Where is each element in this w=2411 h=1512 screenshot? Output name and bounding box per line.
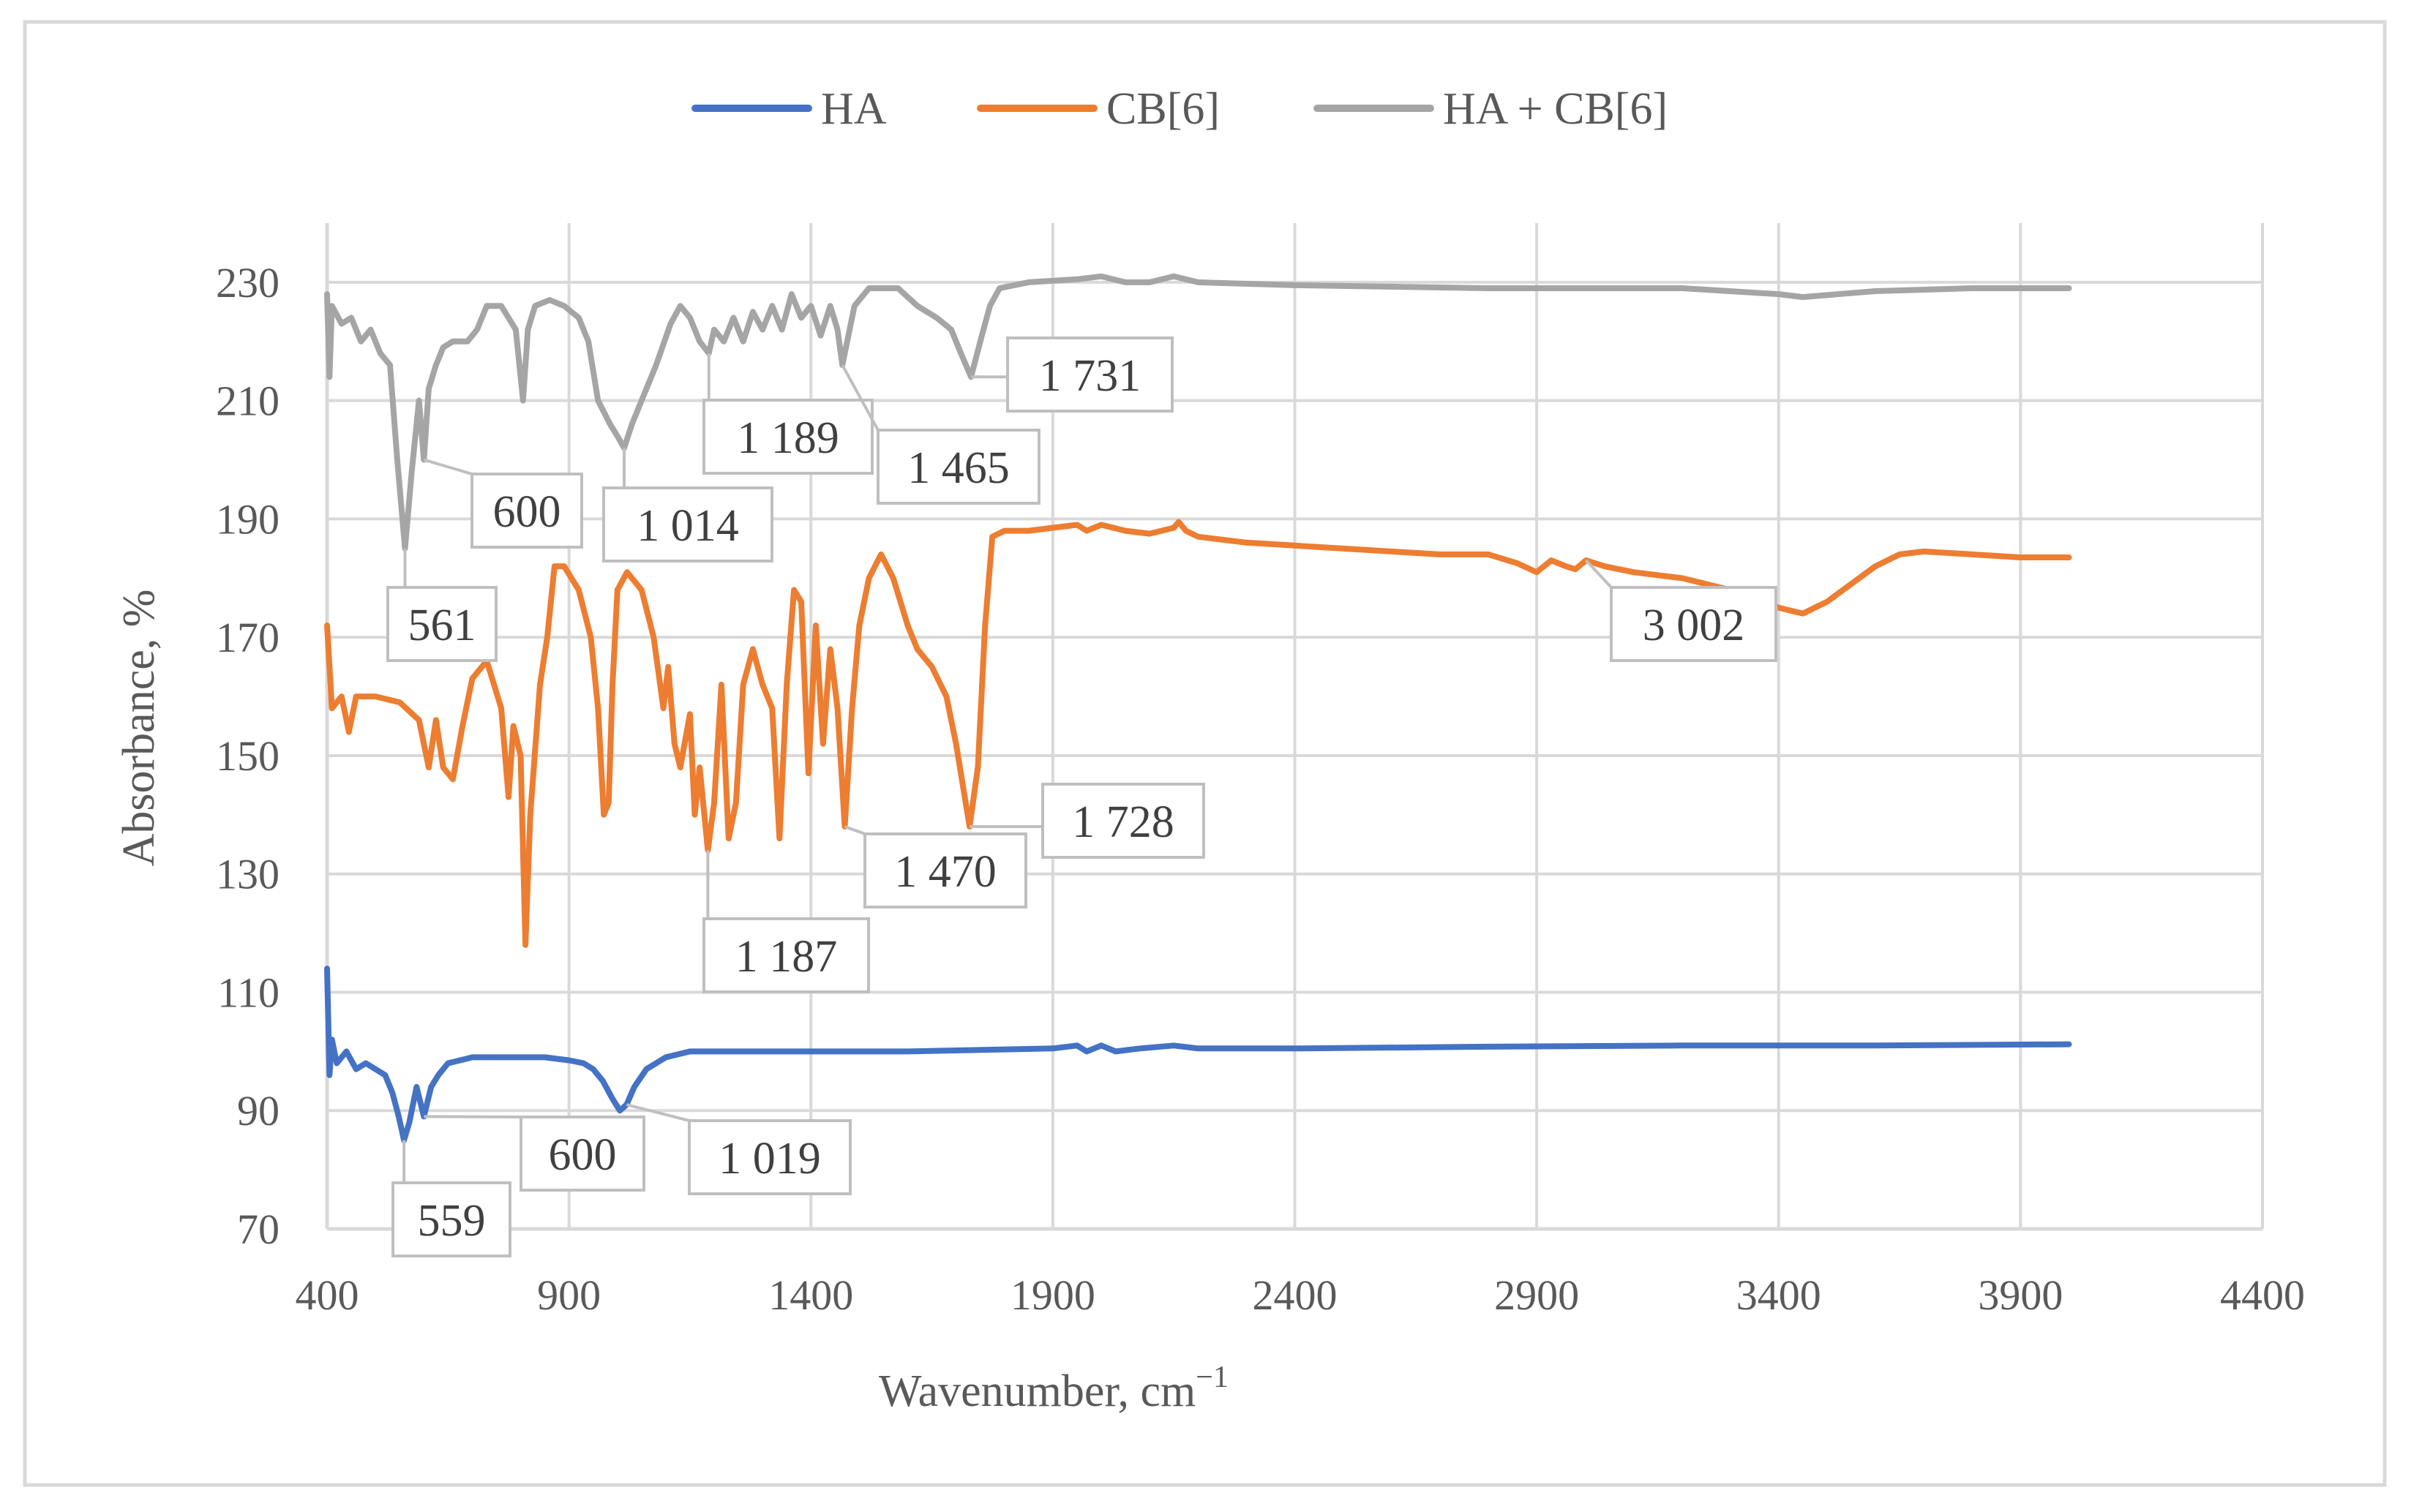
annotation-box-6: [702, 917, 870, 993]
series-line-2: [324, 273, 2072, 552]
annotation-leader-7: [844, 825, 866, 835]
series-line-1: [324, 519, 2072, 948]
chart-border: [23, 20, 2387, 1487]
series-line-0: [324, 966, 2072, 1143]
annotation-leader-9: [1585, 559, 1613, 589]
x-tick-label-2: 1400: [768, 1271, 853, 1319]
annotation-label-5: 1 731: [1039, 351, 1141, 401]
x-axis-title-text: Wavenumber, cm: [879, 1366, 1196, 1416]
legend-label-0: HA: [821, 84, 887, 134]
annotation-leader-1: [423, 458, 473, 475]
annotation-label-8: 1 728: [1072, 797, 1174, 847]
annotation-label-0: 561: [408, 601, 476, 650]
annotation-label-1: 600: [493, 487, 561, 537]
x-tick-label-7: 3900: [1978, 1271, 2063, 1319]
annotation-leader-11: [424, 1115, 522, 1118]
legend-label-1: CB[6]: [1106, 84, 1220, 134]
x-tick-label-6: 3400: [1736, 1271, 1821, 1319]
y-tick-label-4: 150: [216, 732, 280, 780]
y-tick-label-5: 170: [216, 614, 280, 661]
annotation-label-10: 559: [418, 1196, 486, 1246]
annotations: 561 600 1 014 1 189 1 465 1 731 1 187 1 470 1 72…: [386, 336, 1777, 1257]
y-axis-title: Absorbance, %: [114, 590, 164, 867]
annotation-box-0: [386, 586, 498, 662]
annotation-label-4: 1 465: [907, 443, 1010, 493]
annotation-box-9: [1610, 586, 1777, 662]
x-axis-title-superscript: −1: [1196, 1361, 1229, 1394]
annotation-label-2: 1 014: [637, 501, 739, 551]
annotation-box-4: [877, 429, 1040, 505]
x-axis-title: Wavenumber, cm−1: [879, 1361, 1229, 1416]
annotation-label-6: 1 187: [735, 932, 838, 982]
annotation-box-12: [688, 1119, 852, 1195]
annotation-label-3: 1 189: [737, 413, 839, 463]
annotation-label-12: 1 019: [719, 1134, 821, 1184]
x-tick-label-1: 900: [537, 1271, 601, 1319]
annotation-label-9: 3 002: [1643, 601, 1745, 650]
annotation-box-10: [391, 1181, 511, 1257]
legend: HA CB[6] HA + CB[6]: [691, 84, 1668, 134]
annotation-label-11: 600: [549, 1130, 617, 1180]
y-tick-label-7: 210: [216, 377, 280, 425]
y-tick-label-3: 130: [216, 851, 280, 898]
annotation-label-7: 1 470: [894, 847, 997, 897]
annotation-box-2: [602, 486, 773, 563]
y-tick-label-6: 190: [216, 495, 280, 543]
x-tick-label-3: 1900: [1010, 1271, 1095, 1319]
y-tick-label-8: 230: [216, 259, 280, 306]
x-tick-label-5: 2900: [1494, 1271, 1579, 1319]
annotation-box-7: [863, 832, 1027, 909]
annotation-box-1: [470, 473, 583, 549]
annotation-box-5: [1006, 336, 1174, 413]
annotation-box-8: [1041, 783, 1205, 859]
annotation-leader-4: [841, 364, 880, 431]
x-tick-label-8: 4400: [2220, 1271, 2305, 1319]
x-tick-label-4: 2400: [1253, 1271, 1338, 1319]
annotation-leader-12: [626, 1103, 690, 1122]
tick-labels: 400 900 1400 1900 2400 2900 3400 3900 4400 70 90 11…: [216, 259, 2305, 1319]
series-lines: [324, 273, 2072, 1143]
annotation-box-11: [520, 1116, 645, 1192]
x-tick-label-0: 400: [296, 1271, 359, 1319]
y-tick-label-0: 70: [237, 1206, 280, 1253]
legend-label-2: HA + CB[6]: [1443, 84, 1668, 134]
y-tick-label-2: 110: [217, 968, 280, 1016]
y-tick-label-1: 90: [237, 1087, 280, 1135]
annotation-box-3: [702, 399, 874, 475]
